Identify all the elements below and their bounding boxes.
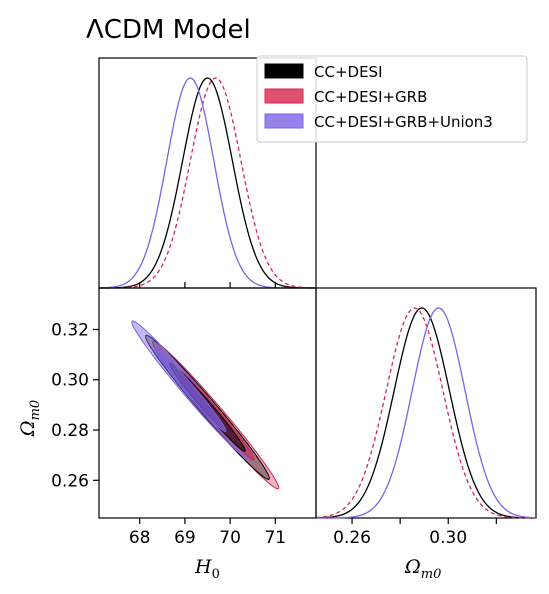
svg-text:H0: H0 — [194, 556, 220, 582]
y-axis-label-om: Ωm0 — [17, 400, 43, 437]
h0-subscript: 0 — [212, 567, 220, 582]
om-y-symbol: Ω — [17, 420, 39, 437]
x-axis-label-om: Ωm0 — [404, 556, 441, 582]
legend-swatch-cc-desi — [264, 63, 304, 79]
panel-om-marginal-frame — [315, 287, 537, 519]
om-x-tick-label: 0.26 — [333, 528, 371, 548]
legend-label-cc-desi: CC+DESI — [314, 63, 383, 81]
h0-tick-label: 69 — [174, 528, 196, 548]
h0-curve-cc-desi — [99, 77, 316, 289]
svg-text:Ωm0: Ωm0 — [17, 400, 43, 437]
contour-1sigma-cc-desi-grb-union3 — [154, 347, 227, 433]
contour-ellipses — [131, 320, 280, 490]
legend-swatch-cc-desi-grb-union3 — [264, 113, 304, 129]
om-curve-cc-desi-grb — [315, 307, 537, 519]
om-curve-cc-desi — [315, 307, 537, 519]
legend-entries: CC+DESI CC+DESI+GRB CC+DESI+GRB+Union3 — [264, 63, 493, 131]
om-y-tick-label: 0.28 — [51, 421, 89, 441]
om-y-tick-label: 0.32 — [51, 320, 89, 340]
h0-symbol: H — [194, 556, 212, 578]
h0-tick-label: 71 — [264, 528, 286, 548]
om-marginal-curves — [315, 307, 537, 519]
om-symbol: Ω — [404, 556, 421, 578]
legend-label-cc-desi-grb: CC+DESI+GRB — [314, 88, 427, 106]
panel-om-marginal — [315, 287, 537, 519]
h0-tick-label: 68 — [129, 528, 151, 548]
om-x-tick-label: 0.30 — [429, 528, 467, 548]
om-y-subscript: m0 — [28, 400, 43, 421]
om-y-tick-label: 0.26 — [51, 471, 89, 491]
legend-label-cc-desi-grb-union3: CC+DESI+GRB+Union3 — [314, 113, 493, 131]
chart-title: ΛCDM Model — [86, 15, 251, 45]
om-y-tick-label: 0.30 — [51, 371, 89, 391]
legend-swatch-cc-desi-grb — [264, 88, 304, 104]
h0-curve-cc-desi-grb — [99, 77, 317, 289]
om-curve-cc-desi-grb-union3 — [315, 307, 537, 519]
x-axis-label-h0: H0 — [194, 556, 220, 582]
panel-2d-frame — [98, 287, 317, 519]
legend: CC+DESI CC+DESI+GRB CC+DESI+GRB+Union3 — [256, 55, 528, 143]
h0-tick-label: 70 — [219, 528, 241, 548]
svg-text:Ωm0: Ωm0 — [404, 556, 441, 582]
om-subscript: m0 — [421, 567, 442, 582]
legend-box — [256, 55, 528, 143]
axis-ticks: 68 69 70 71 0.26 0.28 0.30 0.32 0.26 0.30 — [51, 282, 497, 548]
panel-2d-contours — [98, 287, 317, 519]
